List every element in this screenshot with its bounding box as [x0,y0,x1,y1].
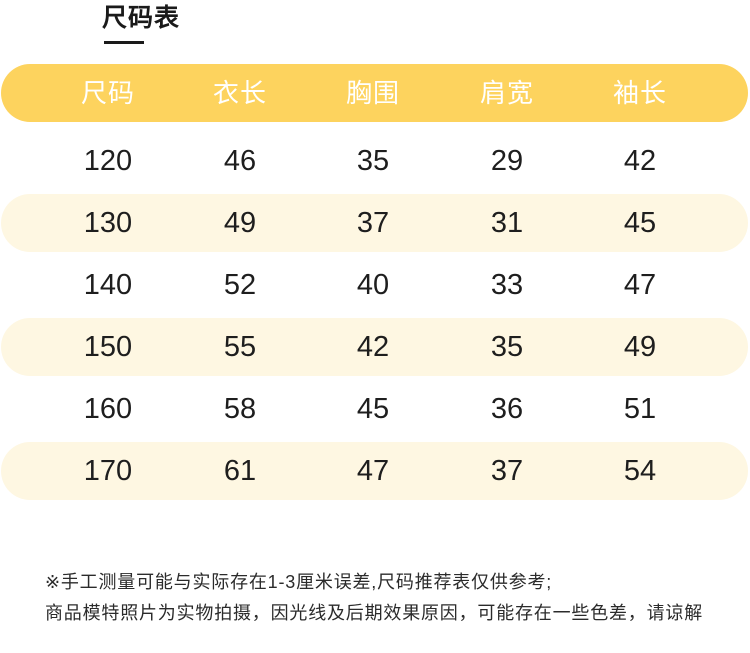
table-cell-length: 49 [223,207,257,239]
table-cell-chest: 35 [356,145,390,177]
table-row: 150 55 42 35 49 [0,316,750,378]
table-cell-length: 46 [223,145,257,177]
table-cell-shoulder: 37 [490,455,524,487]
disclaimer-line: ※手工测量可能与实际存在1-3厘米误差,尺码推荐表仅供参考; [45,572,553,592]
table-cell-length: 58 [223,393,257,425]
disclaimer-line: 商品模特照片为实物拍摄，因光线及后期效果原因，可能存在一些色差，请谅解 [45,603,703,623]
table-cell-sleeve: 45 [623,207,657,239]
table-cell-chest: 37 [356,207,390,239]
column-header-sleeve: 袖长 [612,78,667,108]
size-table: 尺码 衣长 胸围 肩宽 袖长 120 46 35 29 42 130 49 37 31 45 140 52 40… [0,64,750,502]
table-row: 160 58 45 36 51 [0,378,750,440]
table-row: 130 49 37 31 45 [0,192,750,254]
table-cell-size: 130 [83,207,133,239]
table-cell-sleeve: 47 [623,269,657,301]
table-cell-sleeve: 51 [623,393,657,425]
table-header-row: 尺码 衣长 胸围 肩宽 袖长 [1,64,748,122]
table-cell-size: 160 [83,393,133,425]
table-cell-chest: 42 [356,331,390,363]
table-cell-size: 120 [83,145,133,177]
table-cell-shoulder: 29 [490,145,524,177]
table-cell-shoulder: 31 [490,207,524,239]
table-row: 120 46 35 29 42 [0,130,750,192]
column-header-size: 尺码 [80,78,135,108]
table-cell-length: 52 [223,269,257,301]
table-cell-chest: 40 [356,269,390,301]
disclaimer-notes: ※手工测量可能与实际存在1-3厘米误差,尺码推荐表仅供参考; 商品模特照片为实物拍… [45,567,745,629]
table-cell-size: 170 [83,455,133,487]
table-cell-chest: 47 [356,455,390,487]
table-cell-size: 140 [83,269,133,301]
table-cell-chest: 45 [356,393,390,425]
table-cell-length: 61 [223,455,257,487]
column-header-length: 衣长 [212,78,267,108]
table-body: 120 46 35 29 42 130 49 37 31 45 140 52 40 33 47 150 55 42… [0,130,750,502]
table-cell-sleeve: 49 [623,331,657,363]
table-cell-sleeve: 54 [623,455,657,487]
table-cell-shoulder: 33 [490,269,524,301]
table-cell-sleeve: 42 [623,145,657,177]
table-row: 170 61 47 37 54 [0,440,750,502]
page-title: 尺码表 [102,4,181,32]
table-cell-size: 150 [83,331,133,363]
column-header-chest: 胸围 [345,78,400,108]
table-cell-shoulder: 36 [490,393,524,425]
title-underline [104,41,144,44]
table-cell-shoulder: 35 [490,331,524,363]
column-header-shoulder: 肩宽 [479,78,534,108]
table-row: 140 52 40 33 47 [0,254,750,316]
table-cell-length: 55 [223,331,257,363]
